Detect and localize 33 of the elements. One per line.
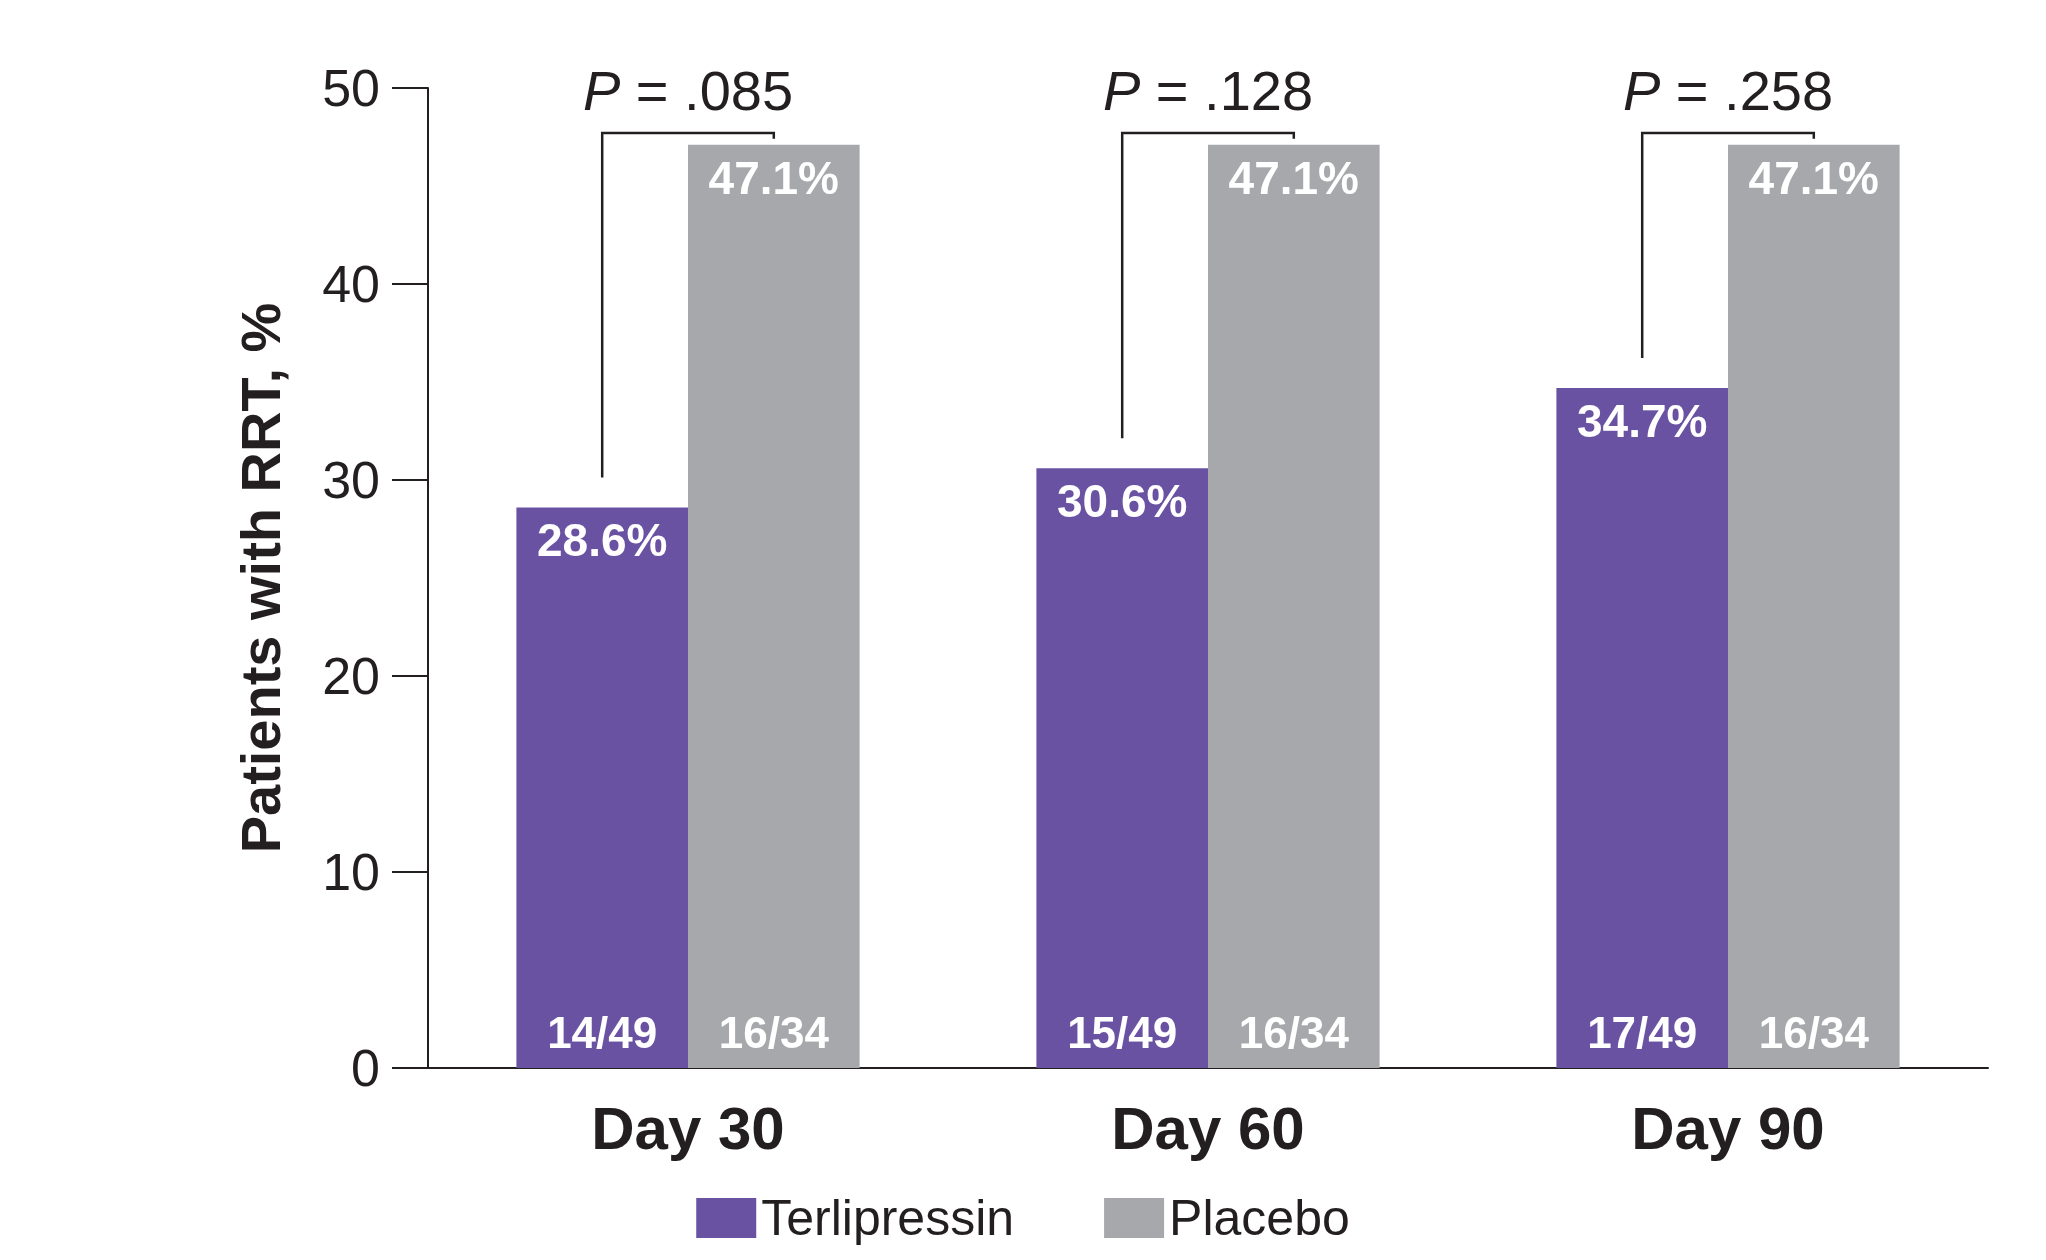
data-label: 47.1% — [1748, 151, 1880, 204]
annotation: 17/49 — [1587, 1007, 1698, 1057]
data-label: 47.1% — [1228, 151, 1360, 204]
bar — [516, 507, 688, 1068]
annotation: P = .085 — [582, 58, 794, 122]
bar — [1208, 144, 1380, 1068]
bar — [1556, 387, 1728, 1068]
y-axis-title: Patients with RRT, % — [228, 302, 292, 854]
annotation: 16/34 — [1238, 1007, 1350, 1057]
bar — [688, 144, 860, 1068]
data-label: 34.7% — [1576, 394, 1708, 447]
y-tick-label: 40 — [322, 255, 380, 313]
y-tick-label: 20 — [322, 647, 380, 705]
y-tick-label: 10 — [322, 843, 380, 901]
x-tick-label: Day 90 — [1631, 1094, 1825, 1162]
annotation: 16/34 — [1758, 1007, 1870, 1057]
annotation: P = .258 — [1622, 58, 1834, 122]
annotation: P = .128 — [1102, 58, 1314, 122]
data-label: 47.1% — [708, 151, 840, 204]
y-tick-label: 30 — [322, 451, 380, 509]
y-tick-label: 50 — [322, 59, 380, 117]
annotation: 15/49 — [1067, 1007, 1178, 1057]
y-tick-label: 0 — [351, 1039, 380, 1097]
legend-label: Terlipressin — [761, 1190, 1015, 1246]
data-label: 30.6% — [1056, 475, 1188, 528]
bar — [1728, 144, 1900, 1068]
data-label: 28.6% — [536, 514, 668, 567]
annotation: 14/49 — [547, 1007, 658, 1057]
annotation: 16/34 — [718, 1007, 830, 1057]
x-tick-label: Day 60 — [1111, 1094, 1305, 1162]
legend-label: Placebo — [1169, 1190, 1350, 1246]
bar — [1036, 468, 1208, 1068]
x-tick-label: Day 30 — [591, 1094, 785, 1162]
